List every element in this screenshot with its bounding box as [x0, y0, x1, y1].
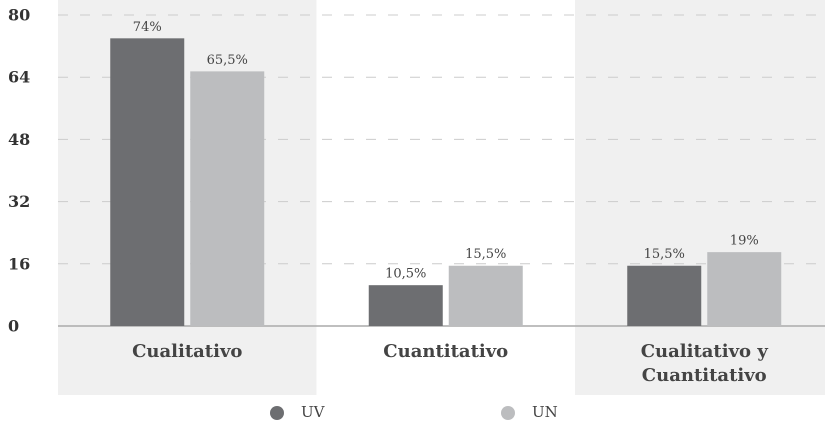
bar [707, 252, 782, 326]
y-tick-label: 64 [8, 68, 30, 87]
value-label: 74% [133, 20, 162, 35]
bar [110, 38, 185, 326]
y-tick-label: 48 [8, 130, 30, 149]
bar [448, 265, 523, 326]
bar [190, 71, 265, 327]
x-tick-label: Cuantitativo [383, 341, 509, 362]
y-tick-label: 32 [8, 192, 30, 211]
x-tick-label: Cualitativo y Cuantitativo [640, 341, 768, 386]
category-band [575, 0, 825, 395]
value-label: 15,5% [465, 247, 506, 262]
legend-marker [501, 406, 515, 420]
y-tick-label: 80 [8, 6, 30, 25]
legend-marker [270, 406, 284, 420]
bar [627, 265, 702, 326]
value-label: 65,5% [207, 53, 248, 68]
value-label: 10,5% [385, 267, 426, 282]
x-tick-label: Cualitativo [132, 341, 243, 362]
bar [368, 285, 443, 326]
value-label: 15,5% [644, 247, 685, 262]
legend-label: UV [301, 403, 326, 421]
y-tick-label: 0 [8, 317, 19, 336]
y-tick-label: 16 [8, 254, 30, 273]
value-label: 19% [730, 234, 759, 249]
legend-label: UN [532, 403, 558, 421]
category-band [58, 0, 317, 395]
